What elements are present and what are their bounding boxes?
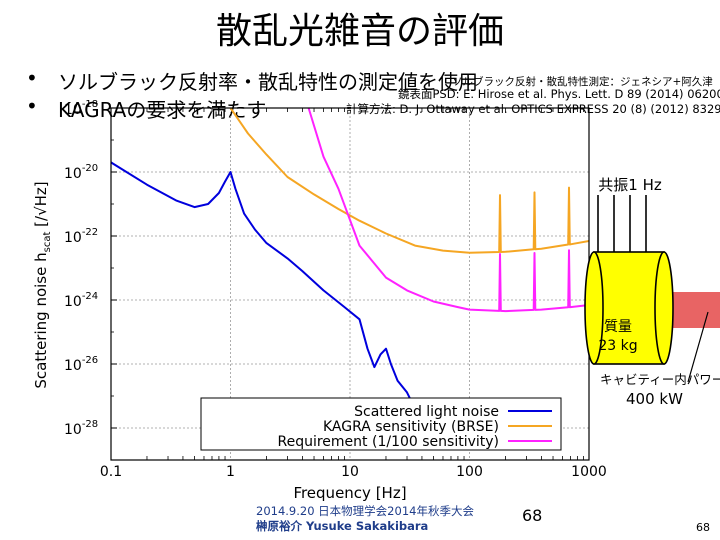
cavity-power-value: 400 kW (626, 390, 683, 408)
note-psd: 鏡表面PSD: E. Hirose et al. Phys. Lett. D 8… (398, 87, 720, 101)
legend-label: Scattered light noise (354, 404, 499, 420)
footer-date: 2014.9.20 日本物理学会2014年秋季大会 (256, 504, 474, 518)
y-tick-label: 10-22 (64, 227, 98, 246)
test-mass-back (584, 251, 604, 365)
x-tick-label: 100 (456, 464, 483, 480)
bullet-1: ソルブラック反射率・散乱特性の測定値を使用 (58, 70, 478, 94)
test-mass (593, 251, 665, 365)
slide-title: 散乱光雑音の評価 (215, 11, 504, 52)
note-measurement: ソルブラック反射・散乱特性測定：ジェネシア+阿久津 (452, 76, 713, 88)
page-number: 68 (522, 506, 543, 525)
series-line (307, 108, 589, 313)
mass-label: 質量 (604, 319, 632, 335)
x-tick-label: 10 (341, 464, 359, 480)
power-pointer (687, 311, 709, 383)
y-tick-label: 10-28 (64, 419, 98, 438)
y-axis-label: Scattering noise hscat [/√Hz] (32, 181, 53, 388)
legend-label: Requirement (1/100 sensitivity) (278, 434, 500, 450)
bullet-mark: • (26, 66, 38, 90)
mass-value: 23 kg (598, 338, 637, 354)
note-method: 計算方法: D. J. Ottaway et al. OPTICS EXPRES… (346, 102, 720, 116)
bullet-mark: • (26, 94, 38, 118)
y-tick-label: 10-18 (64, 99, 98, 118)
legend-label: KAGRA sensitivity (BRSE) (323, 419, 499, 435)
y-tick-label: 10-24 (64, 291, 98, 310)
y-tick-label: 10-20 (64, 163, 98, 182)
footer-name: 榊原裕介 Yusuke Sakakibara (256, 519, 429, 533)
series-line (229, 108, 589, 254)
x-tick-label: 0.1 (100, 464, 122, 480)
x-axis-label: Frequency [Hz] (293, 484, 406, 502)
mirror-suspension-diagram: 共振1 Hz 質量 23 kg キャビティー内パワー 400 kW (584, 176, 720, 408)
x-tick-label: 1 (226, 464, 235, 480)
y-tick-label: 10-26 (64, 355, 98, 374)
test-mass-face (654, 251, 674, 365)
cavity-power-label: キャビティー内パワー (600, 372, 720, 387)
x-tick-label: 1000 (571, 464, 607, 480)
page-number-corner: 68 (696, 521, 710, 534)
legend-box (200, 397, 562, 451)
series-line (111, 161, 423, 429)
resonance-label: 共振1 Hz (598, 176, 662, 194)
